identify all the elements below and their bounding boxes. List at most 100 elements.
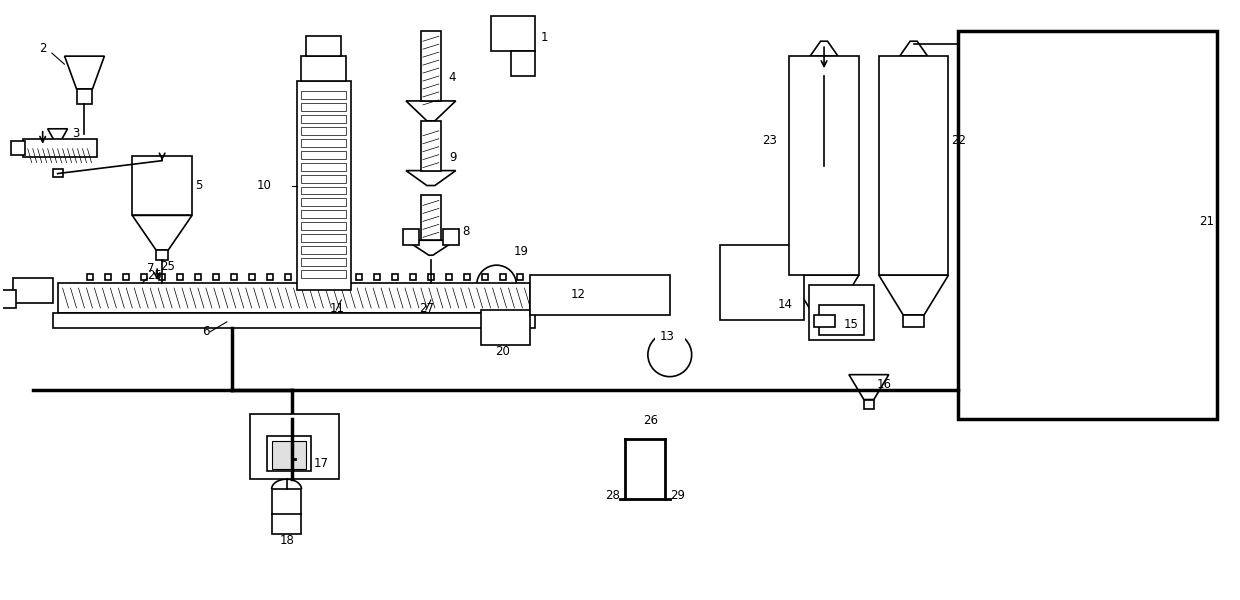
Text: 26: 26 — [642, 415, 658, 427]
Bar — [420, 121, 441, 170]
Text: 9: 9 — [449, 151, 456, 164]
Bar — [403, 229, 419, 245]
Text: 5: 5 — [195, 179, 202, 192]
Bar — [301, 199, 346, 206]
Text: 14: 14 — [777, 298, 792, 311]
Bar — [22, 139, 98, 157]
Bar — [301, 56, 346, 81]
Text: 18: 18 — [279, 534, 294, 547]
Bar — [284, 274, 290, 280]
Text: 10: 10 — [257, 179, 272, 192]
Text: 2: 2 — [40, 41, 47, 55]
Text: 22: 22 — [951, 134, 966, 147]
Bar — [813, 315, 835, 327]
Bar — [249, 274, 254, 280]
Bar — [420, 196, 441, 240]
Bar — [177, 274, 184, 280]
Bar — [301, 91, 346, 99]
Bar — [0, 290, 16, 308]
Bar — [88, 274, 93, 280]
Bar — [428, 274, 434, 280]
Polygon shape — [900, 41, 928, 56]
Bar — [52, 169, 62, 176]
Bar — [301, 235, 346, 242]
Text: 19: 19 — [513, 245, 528, 258]
Text: 7: 7 — [148, 262, 155, 275]
Polygon shape — [810, 41, 838, 56]
Bar — [820, 305, 864, 335]
Bar — [959, 31, 1218, 419]
Bar — [301, 175, 346, 182]
Bar — [301, 103, 346, 111]
Bar — [296, 81, 351, 290]
Polygon shape — [47, 129, 67, 147]
Bar — [301, 258, 346, 266]
Bar — [356, 274, 362, 280]
Bar — [52, 313, 536, 328]
Bar — [320, 274, 326, 280]
Polygon shape — [405, 101, 456, 121]
Bar — [481, 310, 531, 345]
Bar — [267, 436, 311, 471]
Bar — [303, 274, 309, 280]
Polygon shape — [64, 56, 104, 89]
Bar — [481, 274, 487, 280]
Bar — [301, 139, 346, 147]
Bar — [339, 274, 345, 280]
Text: 23: 23 — [763, 134, 777, 147]
Bar — [272, 489, 301, 534]
Bar — [410, 274, 415, 280]
Bar — [443, 229, 459, 245]
Bar — [11, 141, 25, 155]
Bar — [464, 274, 470, 280]
Bar — [301, 115, 346, 123]
Bar — [420, 31, 441, 101]
Polygon shape — [879, 275, 949, 315]
Bar — [159, 274, 165, 280]
Bar — [301, 187, 346, 194]
Text: 27: 27 — [419, 302, 434, 315]
Text: 25: 25 — [148, 269, 162, 281]
Bar — [57, 283, 531, 313]
Bar — [123, 274, 129, 280]
Bar — [141, 274, 148, 280]
Text: 20: 20 — [496, 345, 511, 358]
Text: 16: 16 — [877, 377, 892, 391]
Bar — [306, 36, 341, 56]
Bar — [374, 274, 381, 280]
Bar — [719, 245, 805, 320]
Polygon shape — [405, 240, 456, 255]
Text: 12: 12 — [570, 288, 585, 301]
Bar — [392, 274, 398, 280]
Bar — [879, 56, 949, 275]
Bar — [301, 211, 346, 218]
Bar — [105, 274, 112, 280]
Bar — [133, 155, 192, 215]
Bar — [231, 274, 237, 280]
Bar — [301, 163, 346, 170]
Text: 11: 11 — [330, 302, 345, 315]
Text: 8: 8 — [463, 226, 470, 238]
Bar — [156, 250, 169, 260]
Text: 15: 15 — [844, 318, 859, 331]
Bar — [511, 51, 536, 76]
Text: 4: 4 — [449, 71, 456, 84]
Text: 6: 6 — [202, 325, 210, 338]
Bar — [12, 278, 52, 303]
Bar — [301, 151, 346, 158]
Bar — [655, 323, 684, 343]
Text: 25: 25 — [160, 260, 175, 273]
Bar — [500, 274, 506, 280]
Text: 3: 3 — [73, 127, 79, 140]
Text: 21: 21 — [1199, 215, 1214, 229]
Text: 29: 29 — [670, 489, 684, 502]
Bar — [301, 246, 346, 254]
Bar — [301, 270, 346, 278]
Bar — [267, 274, 273, 280]
Text: 28: 28 — [605, 489, 620, 502]
Bar — [446, 274, 451, 280]
Bar — [195, 274, 201, 280]
Bar — [249, 415, 340, 479]
Bar — [531, 275, 670, 315]
Bar — [864, 400, 874, 409]
